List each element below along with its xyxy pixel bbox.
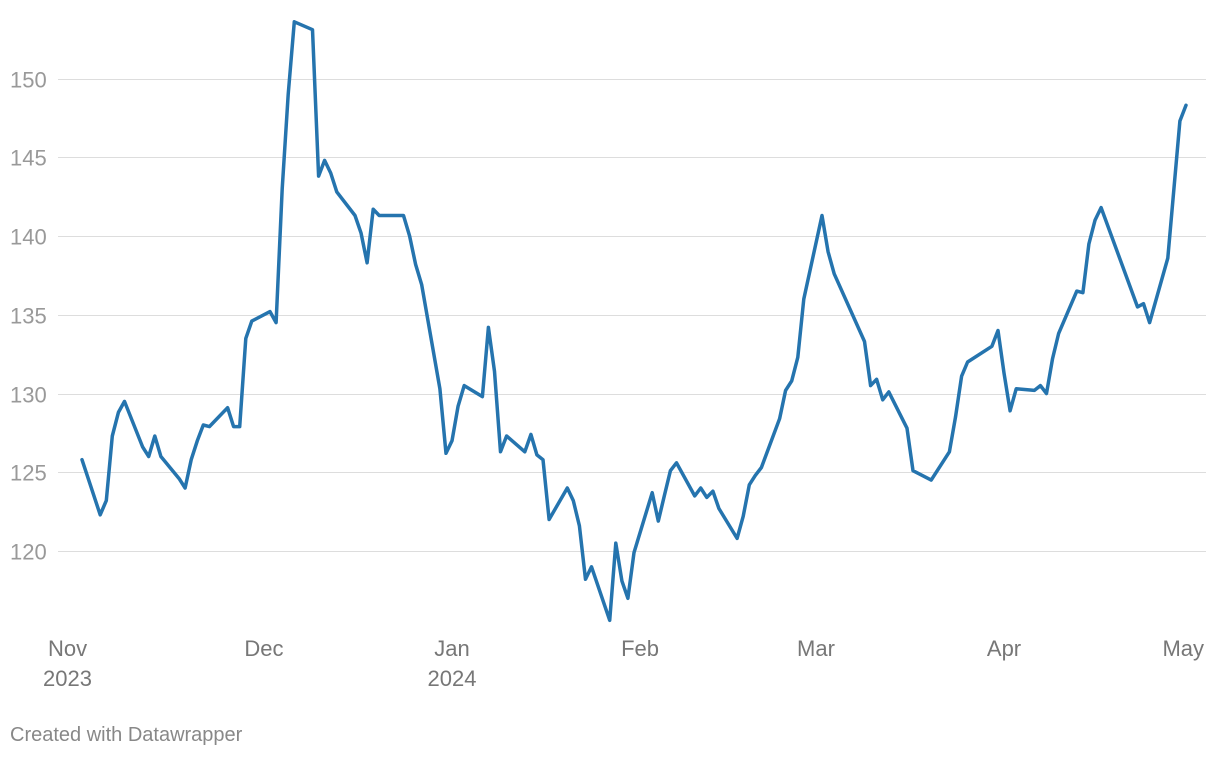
y-tick-label: 140: [10, 225, 47, 250]
y-tick-label: 150: [10, 68, 47, 93]
x-tick-year-label: 2024: [428, 666, 477, 691]
x-tick-label: Feb: [621, 636, 659, 661]
y-tick-label: 130: [10, 383, 47, 408]
grid-lines: [58, 79, 1206, 552]
y-axis-tick-labels: 120 125 130 135 140 145 150: [10, 68, 47, 565]
x-axis-tick-labels: Nov 2023 Dec Jan 2024 Feb Mar Apr May: [43, 636, 1204, 691]
x-tick-label: Nov: [48, 636, 87, 661]
series-layer: [80, 20, 1188, 623]
y-tick-label: 125: [10, 461, 47, 486]
y-tick-label: 120: [10, 540, 47, 565]
y-tick-label: 145: [10, 146, 47, 171]
series-line: [80, 20, 1188, 623]
x-tick-label: May: [1162, 636, 1204, 661]
x-tick-label: Dec: [244, 636, 283, 661]
x-tick-label: Apr: [987, 636, 1021, 661]
line-chart: 120 125 130 135 140 145 150 Nov 2023 Dec Jan 2024 F…: [10, 20, 1206, 691]
x-tick-label: Jan: [434, 636, 469, 661]
x-tick-year-label: 2023: [43, 666, 92, 691]
credit-text: Created with Datawrapper: [10, 724, 243, 746]
x-tick-label: Mar: [797, 636, 835, 661]
y-tick-label: 135: [10, 304, 47, 329]
